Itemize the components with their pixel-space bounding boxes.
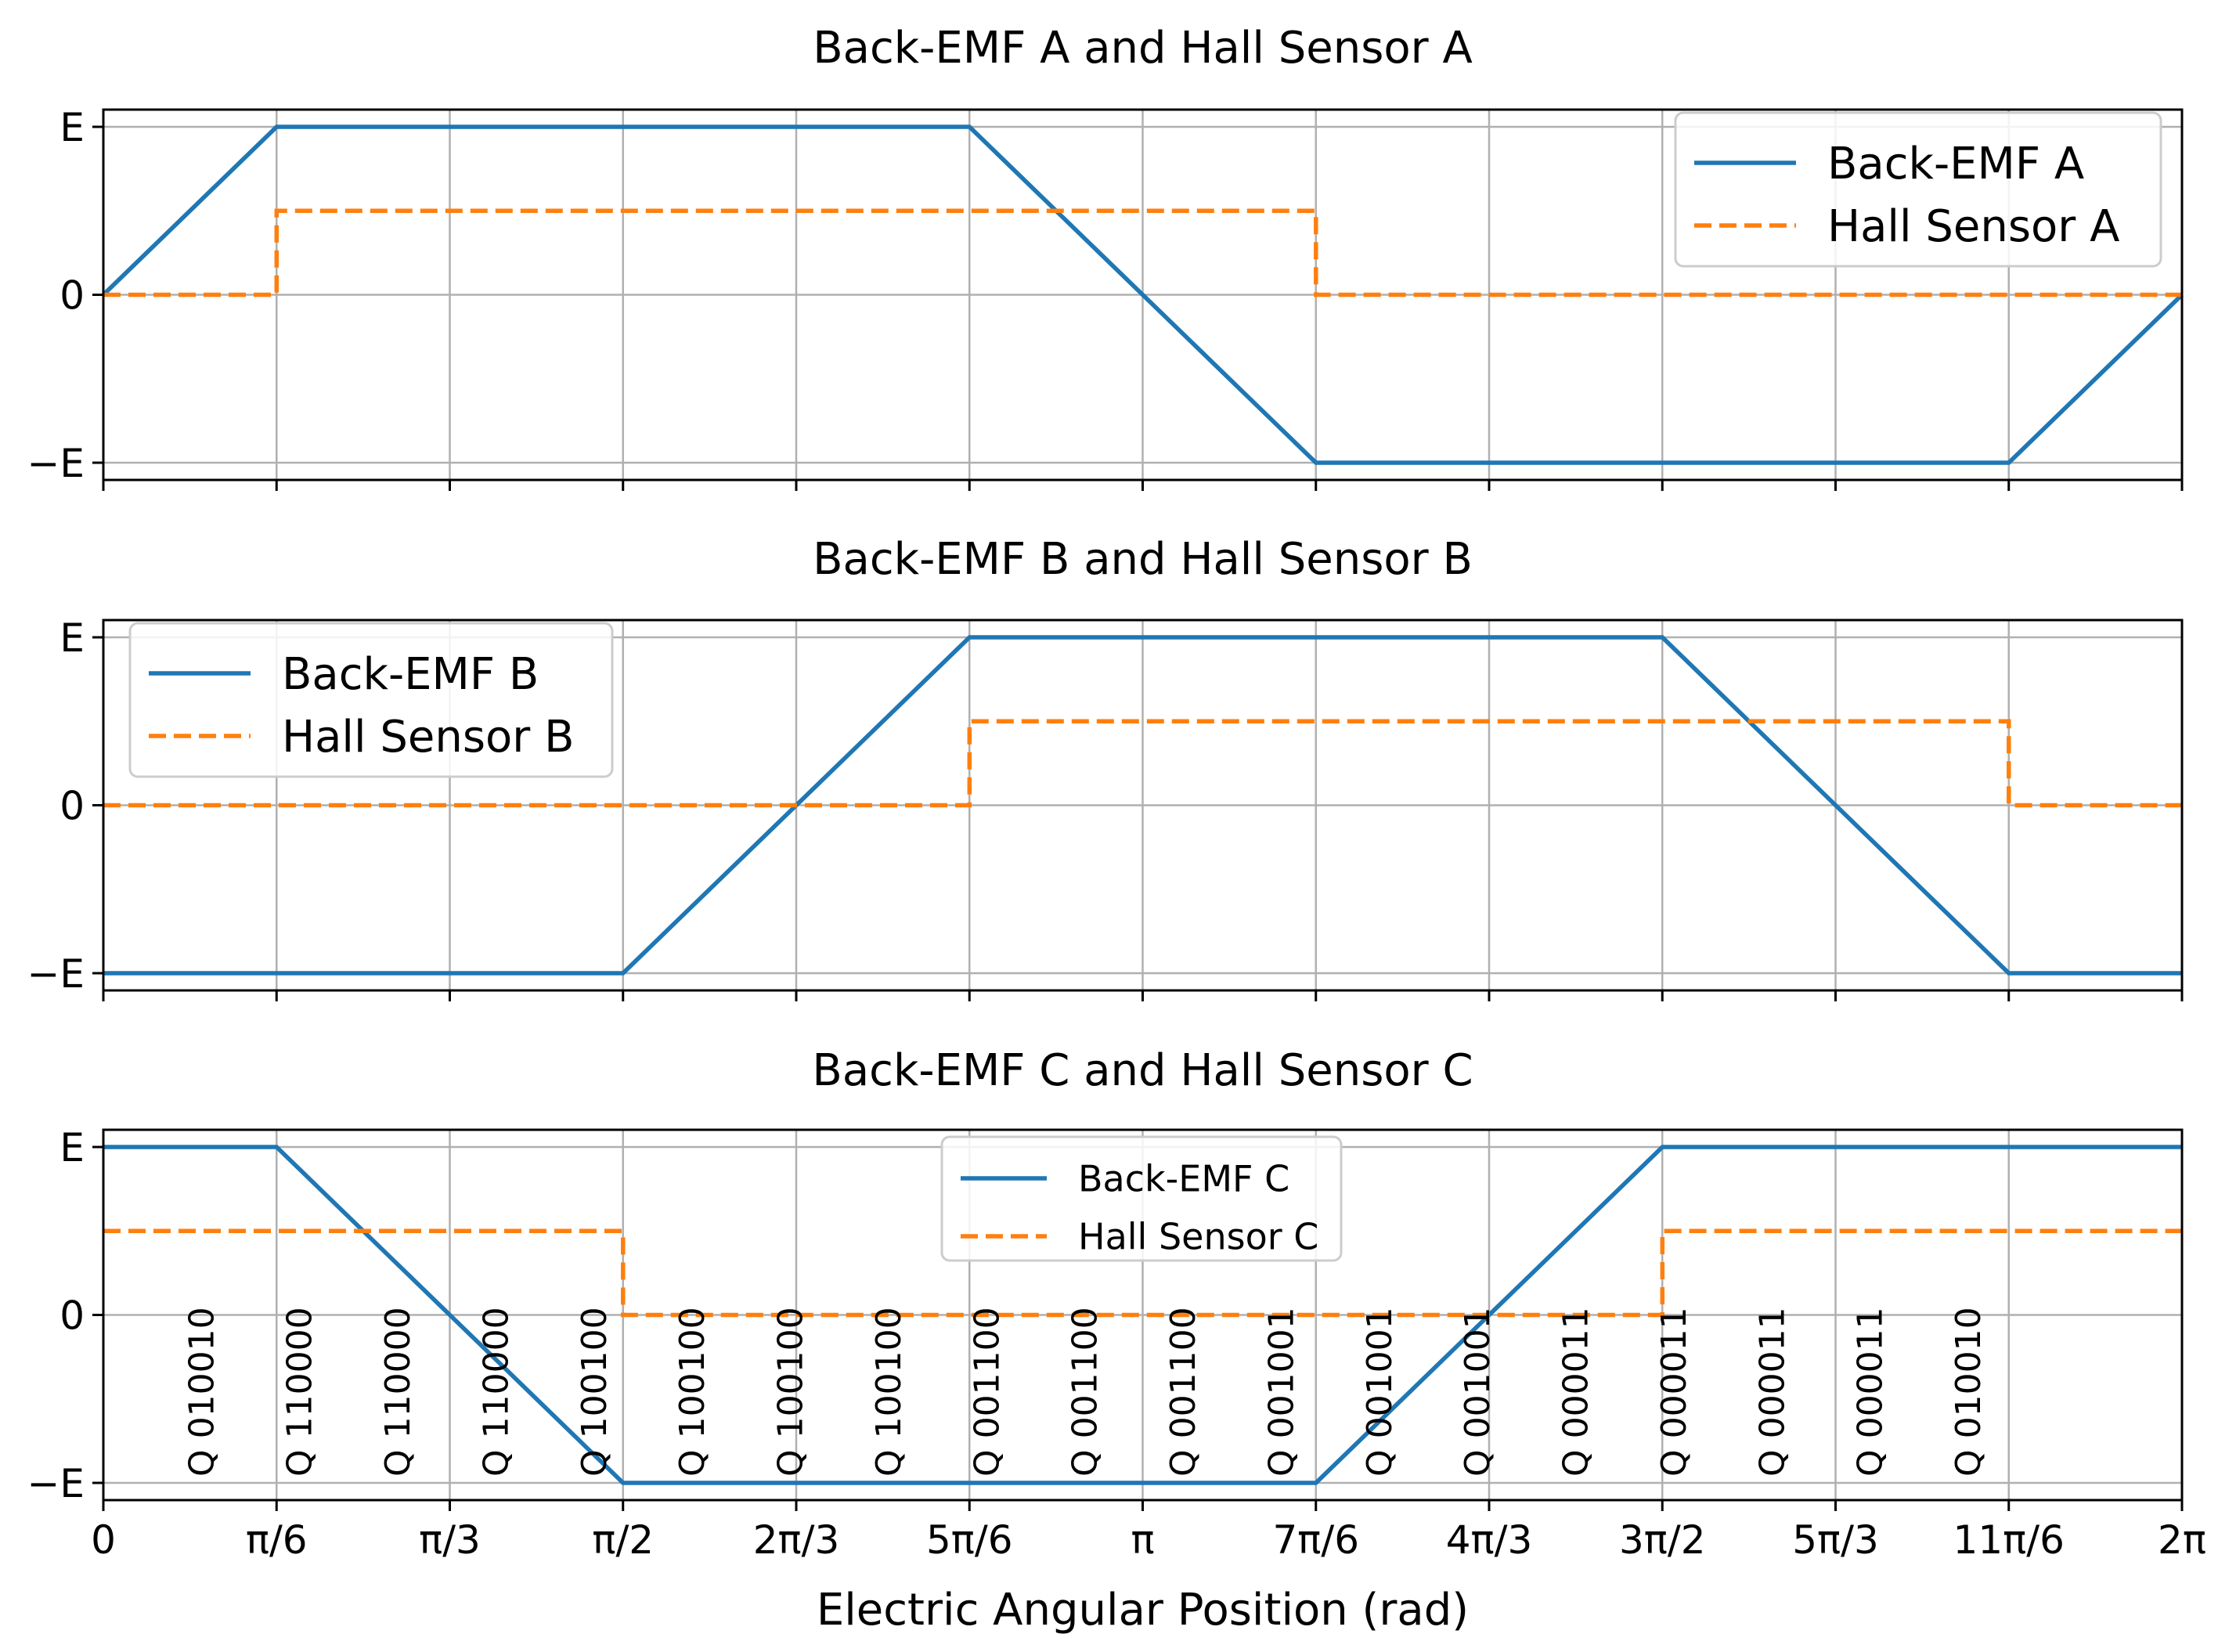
switch-state-label: Q 010010: [1949, 1307, 1989, 1477]
switch-state-label: Q 100100: [575, 1307, 615, 1477]
x-tick-label: 5π/6: [926, 1517, 1013, 1563]
panel-title: Back-EMF C and Hall Sensor C: [812, 1045, 1473, 1096]
panel-title: Back-EMF B and Hall Sensor B: [813, 534, 1473, 585]
hall-sensor-series-line: [103, 208, 2182, 298]
y-tick-label: E: [60, 615, 85, 661]
y-tick-label: 0: [60, 1293, 85, 1339]
switch-state-label: Q 000011: [1556, 1307, 1596, 1477]
hall-sensor-series-line: [103, 1228, 2182, 1318]
y-tick-label: 0: [60, 273, 85, 319]
y-tick-label: E: [60, 105, 85, 150]
back-emf-series-line: [103, 1145, 2182, 1485]
x-tick-label: 3π/2: [1619, 1517, 1706, 1563]
legend-back-emf-label: Back-EMF B: [282, 649, 539, 700]
legend-hall-label: Hall Sensor A: [1827, 201, 2119, 252]
legend-hall-label: Hall Sensor B: [282, 712, 575, 763]
x-tick-label: 5π/3: [1792, 1517, 1879, 1563]
switch-state-label: Q 001100: [1066, 1307, 1105, 1477]
y-tick-label: −E: [27, 441, 85, 486]
legend-box: [128, 622, 614, 778]
switch-state-label: Q 110000: [477, 1307, 517, 1477]
switch-state-label: Q 110000: [378, 1307, 418, 1477]
x-tick-label: 4π/3: [1446, 1517, 1533, 1563]
switch-state-label: Q 100100: [869, 1307, 909, 1477]
legend-box: [940, 1135, 1343, 1262]
switch-state-label: Q 001100: [1163, 1307, 1203, 1477]
y-tick-label: E: [60, 1125, 85, 1170]
panel-title: Back-EMF A and Hall Sensor A: [813, 23, 1473, 74]
y-tick-label: −E: [27, 1461, 85, 1506]
y-tick-label: −E: [27, 951, 85, 997]
x-tick-label: 2π: [2158, 1517, 2206, 1563]
switch-state-label: Q 010010: [182, 1307, 222, 1477]
x-tick-label: π/6: [246, 1517, 308, 1563]
legend-hall-label: Hall Sensor C: [1078, 1216, 1318, 1258]
switch-state-label: Q 000011: [1851, 1307, 1891, 1477]
switch-state-label: Q 100100: [771, 1307, 811, 1477]
legend-box: [1674, 111, 2162, 268]
switch-state-label: Q 001001: [1458, 1307, 1498, 1477]
switch-state-label: Q 110000: [280, 1307, 320, 1477]
x-tick-label: 11π/6: [1953, 1517, 2065, 1563]
switch-state-label: Q 001100: [967, 1307, 1007, 1477]
switch-state-label: Q 000011: [1752, 1307, 1792, 1477]
switch-state-label: Q 001001: [1360, 1307, 1400, 1477]
switch-state-label: Q 100100: [673, 1307, 712, 1477]
switch-state-label: Q 001001: [1262, 1307, 1302, 1477]
back-emf-series-line: [103, 635, 2182, 976]
back-emf-series-line: [102, 124, 2184, 465]
y-tick-label: 0: [60, 784, 85, 829]
x-tick-label: 2π/3: [753, 1517, 840, 1563]
switch-state-label: Q 000011: [1654, 1307, 1694, 1477]
hall-sensor-series-line: [103, 719, 2182, 808]
panel-2: Back-EMF B and Hall Sensor B −E 0 E Back-EMF…: [27, 534, 2184, 1001]
legend-back-emf-label: Back-EMF A: [1827, 139, 2084, 189]
x-tick-label: π/2: [592, 1517, 654, 1563]
x-tick-label: 0: [91, 1517, 116, 1563]
x-axis-label: Electric Angular Position (rad): [817, 1585, 1469, 1636]
x-tick-label: π/3: [419, 1517, 481, 1563]
x-tick-label: 7π/6: [1272, 1517, 1359, 1563]
panel-1: Back-EMF A and Hall Sensor A −E 0 E Back-EMF…: [27, 23, 2184, 491]
legend-back-emf-label: Back-EMF C: [1078, 1158, 1289, 1200]
x-tick-label: π: [1131, 1517, 1154, 1563]
